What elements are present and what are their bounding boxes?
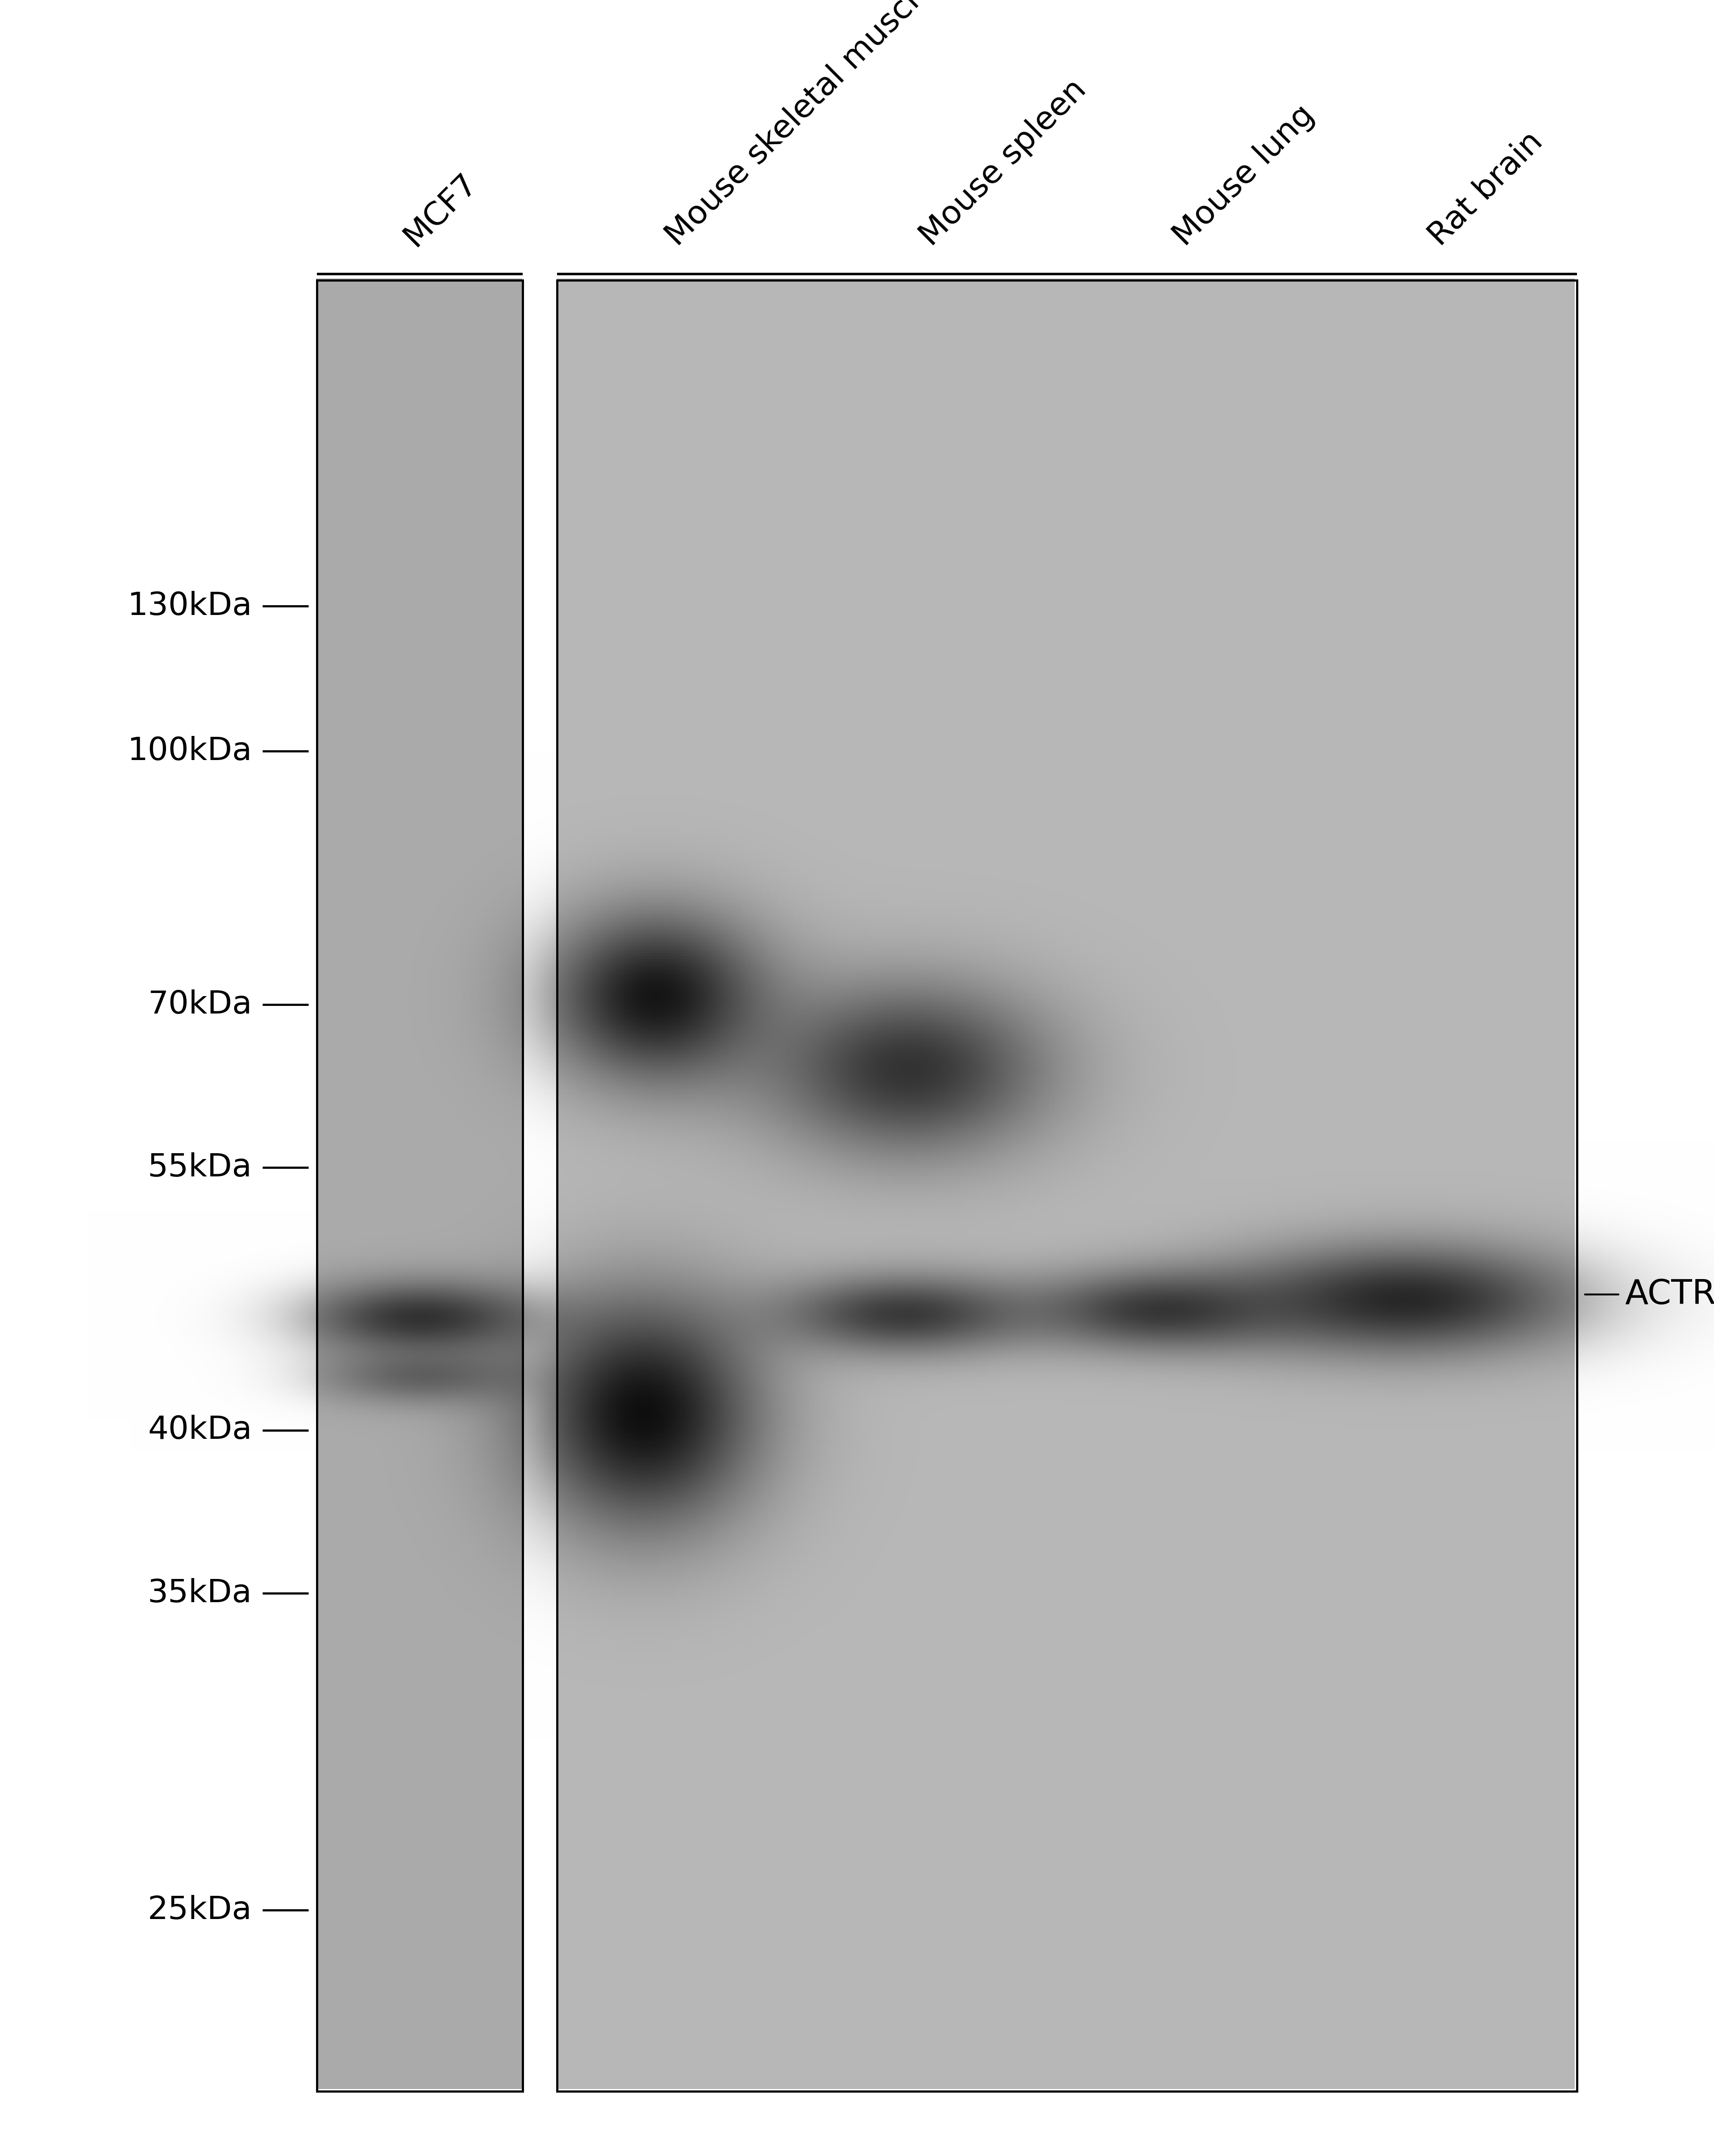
Text: Mouse lung: Mouse lung <box>1167 99 1320 252</box>
Text: 55kDa: 55kDa <box>147 1151 252 1184</box>
Text: Rat brain: Rat brain <box>1423 127 1549 252</box>
Text: 100kDa: 100kDa <box>127 735 252 768</box>
Text: 70kDa: 70kDa <box>147 990 252 1020</box>
Text: Mouse spleen: Mouse spleen <box>914 73 1092 252</box>
Text: 130kDa: 130kDa <box>127 591 252 621</box>
Text: MCF7: MCF7 <box>398 168 483 252</box>
Text: Mouse skeletal muscle: Mouse skeletal muscle <box>660 0 939 252</box>
Bar <box>317 280 523 2091</box>
Text: 35kDa: 35kDa <box>147 1578 252 1608</box>
Text: 40kDa: 40kDa <box>147 1414 252 1447</box>
Bar <box>557 280 1577 2091</box>
Text: 25kDa: 25kDa <box>147 1895 252 1925</box>
Text: ACTR1A: ACTR1A <box>1625 1279 1714 1311</box>
